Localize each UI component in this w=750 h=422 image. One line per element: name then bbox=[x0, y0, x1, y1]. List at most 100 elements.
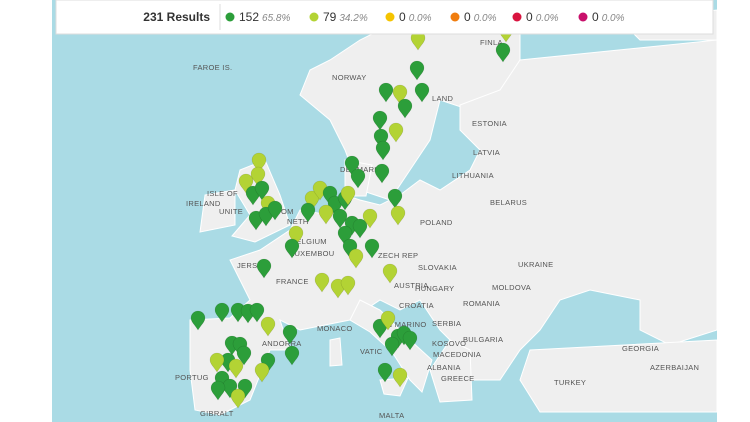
legend-dot[interactable] bbox=[578, 12, 588, 22]
map-pin[interactable] bbox=[377, 362, 393, 383]
map-pin[interactable] bbox=[352, 218, 368, 239]
result-count[interactable]: 0 bbox=[592, 10, 599, 24]
map-pin[interactable] bbox=[284, 345, 300, 366]
map-pin[interactable] bbox=[382, 263, 398, 284]
map-pin[interactable] bbox=[380, 310, 396, 331]
map-pin[interactable] bbox=[378, 82, 394, 103]
map-pin[interactable] bbox=[348, 248, 364, 269]
result-count[interactable]: 0 bbox=[526, 10, 533, 24]
map-label: FAROE IS. bbox=[193, 63, 232, 72]
legend-dot[interactable] bbox=[450, 12, 460, 22]
map-pin[interactable] bbox=[374, 163, 390, 184]
map-label: LAND bbox=[432, 94, 453, 103]
map-label: MACEDONIA bbox=[433, 350, 481, 359]
map-pin[interactable] bbox=[409, 60, 425, 81]
map-pin[interactable] bbox=[373, 128, 389, 149]
map-pin[interactable] bbox=[364, 238, 380, 259]
map-pin[interactable] bbox=[214, 302, 230, 323]
map-pin[interactable] bbox=[228, 358, 244, 379]
map-label: UKRAINE bbox=[518, 260, 553, 269]
map-pin[interactable] bbox=[387, 188, 403, 209]
map-pin[interactable] bbox=[190, 310, 206, 331]
results-bar bbox=[55, 0, 714, 35]
result-percent[interactable]: 65.8% bbox=[262, 13, 290, 24]
map-pin[interactable] bbox=[402, 330, 418, 351]
map-label: ALBANIA bbox=[427, 363, 461, 372]
map-pin[interactable] bbox=[337, 225, 353, 246]
map-label: MALTA bbox=[379, 411, 404, 420]
map-pin[interactable] bbox=[340, 185, 356, 206]
map-label: HUNGARY bbox=[415, 284, 454, 293]
map-pin[interactable] bbox=[238, 173, 254, 194]
map-pin[interactable] bbox=[256, 258, 272, 279]
map-label: LUXEMBOU bbox=[290, 249, 335, 258]
map-pin[interactable] bbox=[230, 388, 246, 409]
map-pin[interactable] bbox=[388, 122, 404, 143]
map-label: SLOVAKIA bbox=[418, 263, 457, 272]
map-label: FRANCE bbox=[276, 277, 309, 286]
map-label: ANDORRA bbox=[262, 339, 302, 348]
map-pin[interactable] bbox=[209, 352, 225, 373]
map-label: ROMANIA bbox=[463, 299, 500, 308]
map-pin[interactable] bbox=[249, 302, 265, 323]
map-label: GEORGIA bbox=[622, 344, 659, 353]
map-pin[interactable] bbox=[332, 208, 348, 229]
map-label: AUSTRIA bbox=[394, 281, 429, 290]
result-count[interactable]: 0 bbox=[399, 10, 406, 24]
map-label: FINLA bbox=[480, 38, 503, 47]
map-pin[interactable] bbox=[384, 336, 400, 357]
map-pin[interactable] bbox=[267, 200, 283, 221]
map-pin[interactable] bbox=[300, 202, 316, 223]
map-pin[interactable] bbox=[251, 152, 267, 173]
map-pin[interactable] bbox=[254, 362, 270, 383]
result-count[interactable]: 79 bbox=[323, 10, 337, 24]
map-pin[interactable] bbox=[288, 225, 304, 246]
map-pin[interactable] bbox=[254, 180, 270, 201]
map-pin[interactable] bbox=[236, 345, 252, 366]
map-pin[interactable] bbox=[314, 272, 330, 293]
legend-dot[interactable] bbox=[385, 12, 395, 22]
result-count[interactable]: 0 bbox=[464, 10, 471, 24]
map-pin[interactable] bbox=[344, 155, 360, 176]
legend-dot[interactable] bbox=[512, 12, 522, 22]
result-percent[interactable]: 0.0% bbox=[602, 13, 625, 24]
map-pin[interactable] bbox=[372, 110, 388, 131]
map-label: NORWAY bbox=[332, 73, 367, 82]
map-pin[interactable] bbox=[390, 205, 406, 226]
map-label: BELGIUM bbox=[291, 237, 327, 246]
result-count[interactable]: 152 bbox=[239, 10, 259, 24]
map-label: AZERBAIJAN bbox=[650, 363, 699, 372]
map-pin[interactable] bbox=[340, 275, 356, 296]
map-label: LATVIA bbox=[473, 148, 500, 157]
map-pin[interactable] bbox=[375, 140, 391, 161]
map-label: POLAND bbox=[420, 218, 453, 227]
legend-dot[interactable] bbox=[225, 12, 235, 22]
map-pin[interactable] bbox=[350, 168, 366, 189]
result-percent[interactable]: 0.0% bbox=[536, 13, 559, 24]
map-pin[interactable] bbox=[392, 84, 408, 105]
map-pin[interactable] bbox=[392, 367, 408, 388]
map-pin[interactable] bbox=[414, 82, 430, 103]
map-label: ESTONIA bbox=[472, 119, 507, 128]
map-label: SERBIA bbox=[432, 319, 461, 328]
map-pin[interactable] bbox=[210, 380, 226, 401]
map-pin[interactable] bbox=[284, 238, 300, 259]
map-pin[interactable] bbox=[362, 208, 378, 229]
map-label: MOLDOVA bbox=[492, 283, 531, 292]
map-label: PORTUG bbox=[175, 373, 209, 382]
map-pin[interactable] bbox=[495, 42, 511, 63]
legend-dot[interactable] bbox=[309, 12, 319, 22]
map-pin[interactable] bbox=[397, 98, 413, 119]
result-percent[interactable]: 34.2% bbox=[339, 13, 367, 24]
map-pin[interactable] bbox=[282, 324, 298, 345]
result-percent[interactable]: 0.0% bbox=[409, 13, 432, 24]
map-pin[interactable] bbox=[250, 166, 266, 187]
map-label: VATIC bbox=[360, 347, 383, 356]
map-label: IRELAND bbox=[186, 199, 221, 208]
map-pin[interactable] bbox=[260, 316, 276, 337]
result-percent[interactable]: 0.0% bbox=[474, 13, 497, 24]
map-pin[interactable] bbox=[318, 204, 334, 225]
map-label: UNITE bbox=[219, 207, 243, 216]
